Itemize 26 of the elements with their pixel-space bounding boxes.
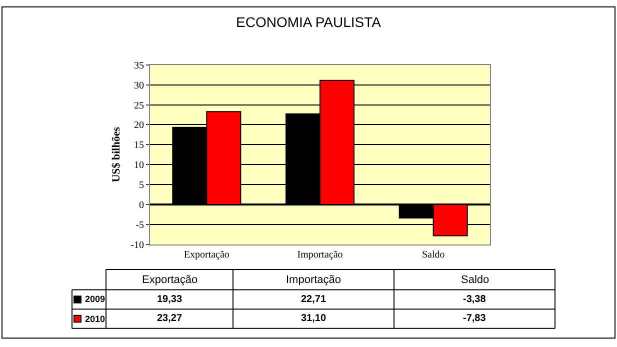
data-label: -3,38 xyxy=(463,294,486,305)
y-tick-label: -5 xyxy=(136,220,144,231)
data-label: 23,27 xyxy=(157,313,182,324)
y-tick-label: 15 xyxy=(134,140,144,152)
data-label: 19,33 xyxy=(157,294,182,305)
x-tick-label: Exportação xyxy=(184,249,230,260)
y-tick-label: 5 xyxy=(139,180,144,192)
x-tick-label: Saldo xyxy=(422,249,445,260)
y-tick-label: -10 xyxy=(130,240,144,251)
y-tick-label: 35 xyxy=(134,60,144,72)
y-tick-label: 20 xyxy=(134,120,144,132)
data-label: 31,10 xyxy=(301,313,326,324)
chart-title: ECONOMIA PAULISTA xyxy=(236,14,382,30)
y-tick-label: 30 xyxy=(134,80,144,92)
y-axis-title: US$ bilhões xyxy=(110,126,122,182)
y-tick-label: 10 xyxy=(134,160,144,172)
data-label: 22,71 xyxy=(301,294,326,305)
category-label: Importação xyxy=(286,274,342,286)
legend-label: 2010 xyxy=(85,314,106,324)
data-label: -7,83 xyxy=(463,313,486,324)
legend-label: 2009 xyxy=(85,294,106,304)
y-tick-label: 25 xyxy=(134,100,144,112)
y-tick-label: 0 xyxy=(139,200,144,212)
x-tick-label: Importação xyxy=(297,249,343,260)
category-label: Saldo xyxy=(461,274,490,286)
category-label: Exportação xyxy=(142,274,198,286)
